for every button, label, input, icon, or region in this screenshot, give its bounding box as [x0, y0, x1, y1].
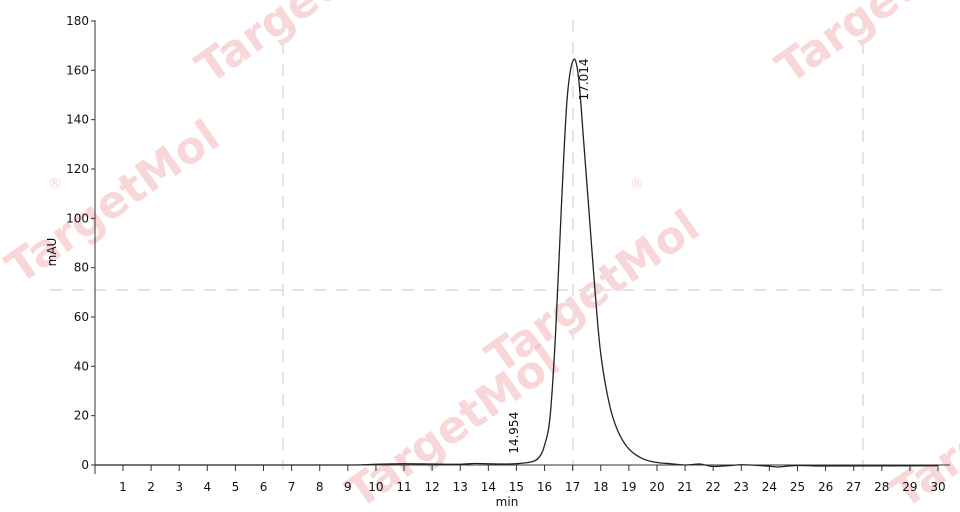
x-tick-label-29: 29 [902, 480, 917, 494]
x-tick-label-3: 3 [175, 480, 183, 494]
watermark-registered-2: ® [630, 176, 644, 192]
x-tick-label-13: 13 [453, 480, 468, 494]
peak-label-2: 17.014 [577, 58, 591, 100]
x-tick-label-26: 26 [818, 480, 833, 494]
x-tick-label-8: 8 [316, 480, 324, 494]
x-tick-label-10: 10 [368, 480, 383, 494]
y-tick-label-180: 180 [66, 14, 89, 28]
x-tick-label-25: 25 [790, 480, 805, 494]
x-tick-label-18: 18 [593, 480, 608, 494]
y-tick-label-140: 140 [66, 113, 89, 127]
watermark-text-3: TargetMol [0, 110, 229, 294]
y-tick-label-160: 160 [66, 63, 89, 77]
x-tick-label-12: 12 [424, 480, 439, 494]
watermark-text-6: TargetMol [882, 335, 960, 512]
y-tick-label-20: 20 [74, 409, 89, 423]
peak-label-1: 14.954 [507, 412, 521, 454]
x-tick-label-14: 14 [481, 480, 496, 494]
x-tick-label-2: 2 [147, 480, 155, 494]
x-axis-title: min [496, 495, 519, 509]
x-tick-label-6: 6 [260, 480, 268, 494]
y-tick-label-80: 80 [74, 261, 89, 275]
y-tick-label-120: 120 [66, 162, 89, 176]
series-layer [94, 58, 939, 468]
x-tick-label-16: 16 [537, 480, 552, 494]
x-tick-label-5: 5 [232, 480, 240, 494]
x-tick-label-30: 30 [930, 480, 945, 494]
x-tick-label-15: 15 [509, 480, 524, 494]
label-layer: 14.954 17.014 [507, 58, 591, 453]
y-tick-label-40: 40 [74, 359, 89, 373]
watermark-registered-1: ® [48, 176, 62, 192]
chromatogram-trace-1 [94, 58, 939, 468]
x-tick-label-21: 21 [677, 480, 692, 494]
y-tick-label-60: 60 [74, 310, 89, 324]
y-tick-label-0: 0 [81, 458, 89, 472]
x-tick-label-1: 1 [119, 480, 127, 494]
x-tick-label-19: 19 [621, 480, 636, 494]
y-tick-label-100: 100 [66, 211, 89, 225]
x-tick-label-9: 9 [344, 480, 352, 494]
x-tick-label-4: 4 [203, 480, 211, 494]
x-tick-label-28: 28 [874, 480, 889, 494]
dashed-guide-layer [50, 20, 950, 470]
x-tick-label-24: 24 [762, 480, 777, 494]
x-tick-label-22: 22 [706, 480, 721, 494]
y-axis-title: mAU [45, 238, 59, 267]
x-tick-label-20: 20 [649, 480, 664, 494]
x-tick-label-7: 7 [288, 480, 296, 494]
x-tick-label-11: 11 [396, 480, 411, 494]
x-tick-label-27: 27 [846, 480, 861, 494]
x-tick-label-23: 23 [734, 480, 749, 494]
x-tick-label-17: 17 [565, 480, 580, 494]
watermark-text-1: TargetMol [187, 0, 419, 94]
